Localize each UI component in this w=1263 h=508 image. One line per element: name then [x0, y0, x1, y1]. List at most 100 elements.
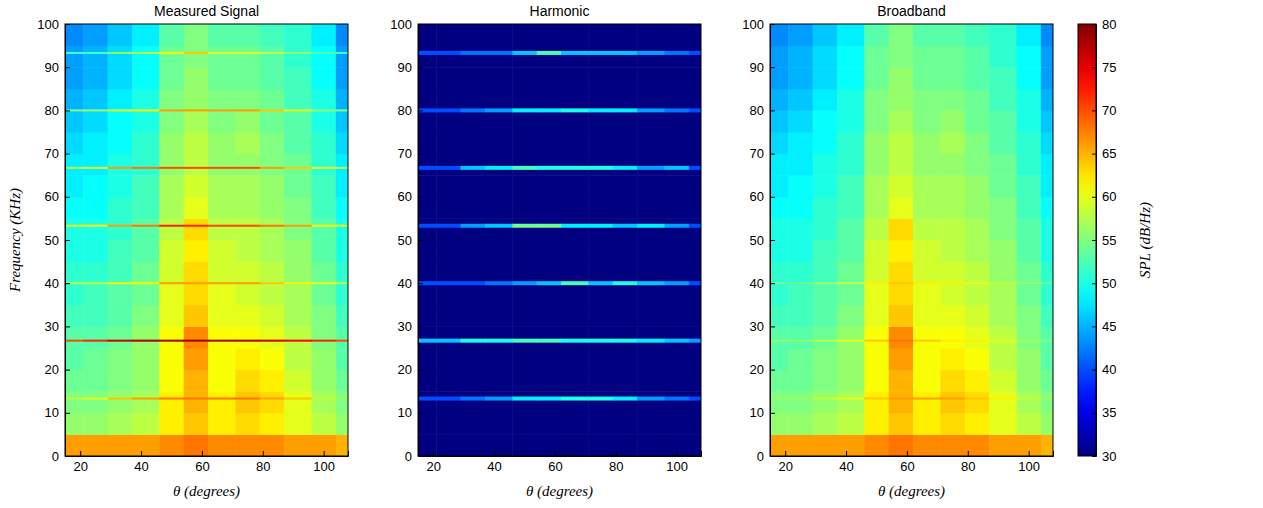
cell	[461, 262, 486, 284]
cell	[637, 326, 665, 348]
cell	[913, 197, 941, 219]
cell	[311, 67, 336, 89]
cell	[418, 391, 437, 413]
tick-label: 100	[37, 17, 59, 32]
cell	[989, 413, 1017, 435]
cell	[132, 305, 160, 327]
tone-cell	[436, 397, 461, 401]
colorbar-tick: 40	[1092, 362, 1116, 377]
y-tick: 20	[750, 362, 775, 377]
cell	[65, 240, 84, 262]
tone-cell	[336, 225, 348, 227]
cell	[537, 434, 562, 456]
cell	[485, 348, 513, 370]
cell	[132, 240, 160, 262]
cell	[965, 370, 990, 392]
tick-mark	[433, 451, 434, 456]
cell	[436, 24, 461, 46]
tick-label: 70	[45, 146, 59, 161]
tone-cell	[311, 225, 336, 227]
tone-cell	[485, 108, 513, 112]
cell	[132, 175, 160, 197]
cell	[613, 348, 638, 370]
tone-cell	[284, 52, 312, 54]
cell	[889, 175, 914, 197]
plot-frame	[770, 24, 1053, 456]
cell	[461, 348, 486, 370]
y-axis: 0102030405060708090100	[37, 17, 70, 464]
x-tick: 80	[256, 451, 270, 474]
tone-cell	[436, 339, 461, 343]
tick-mark	[418, 456, 423, 457]
cell	[588, 283, 613, 305]
tone-cell	[1041, 282, 1053, 284]
tone-cell	[485, 51, 513, 55]
cell	[989, 240, 1017, 262]
axis-line	[419, 451, 702, 457]
tick-label: 20	[750, 362, 764, 377]
cell	[132, 218, 160, 240]
tone-cell	[940, 282, 965, 284]
tone-cell	[132, 340, 160, 342]
cell	[664, 154, 689, 176]
cell	[965, 283, 990, 305]
cell	[913, 434, 941, 456]
tone-cell	[108, 167, 133, 169]
cell	[664, 197, 689, 219]
cell	[989, 370, 1017, 392]
cell	[184, 283, 209, 305]
tone-cell	[260, 225, 285, 227]
cell	[813, 262, 838, 284]
cell	[1041, 391, 1053, 413]
tone-cell	[613, 51, 638, 55]
cell	[235, 305, 260, 327]
tone-cell	[485, 397, 513, 401]
cell	[864, 110, 889, 132]
colorbar-tick: 30	[1092, 449, 1116, 464]
cell	[436, 413, 461, 435]
cell	[940, 240, 965, 262]
tone-cell	[940, 340, 965, 342]
cell	[512, 89, 537, 111]
cell	[235, 218, 260, 240]
cell	[913, 132, 941, 154]
cell	[512, 283, 537, 305]
cell	[561, 262, 589, 284]
cell	[1041, 154, 1053, 176]
cell	[132, 132, 160, 154]
tone-cell	[132, 52, 160, 54]
cell	[336, 370, 348, 392]
cell	[418, 89, 437, 111]
tone-cell	[159, 109, 184, 111]
cell	[436, 434, 461, 456]
tick-label: 80	[1102, 17, 1116, 32]
cell	[864, 89, 889, 111]
cell	[83, 305, 108, 327]
tone-cell	[864, 340, 889, 342]
y-tick: 90	[398, 60, 423, 75]
tone-cell	[65, 109, 84, 111]
cell	[989, 283, 1017, 305]
tone-cell	[788, 282, 813, 284]
cell	[336, 305, 348, 327]
y-tick: 40	[45, 276, 70, 291]
cell	[837, 370, 865, 392]
cell	[65, 348, 84, 370]
cell	[260, 218, 285, 240]
cell	[813, 132, 838, 154]
y-tick: 30	[750, 319, 775, 334]
colorbar-tick: 60	[1092, 189, 1116, 204]
cell	[436, 67, 461, 89]
cell	[913, 175, 941, 197]
cell	[436, 89, 461, 111]
cell	[418, 305, 437, 327]
cell	[664, 218, 689, 240]
tone-cell	[83, 167, 108, 169]
tone-cell	[664, 339, 689, 343]
cell	[637, 197, 665, 219]
cell	[436, 305, 461, 327]
cell	[418, 326, 437, 348]
cell	[889, 305, 914, 327]
cell	[132, 197, 160, 219]
tone-cell	[512, 224, 537, 228]
